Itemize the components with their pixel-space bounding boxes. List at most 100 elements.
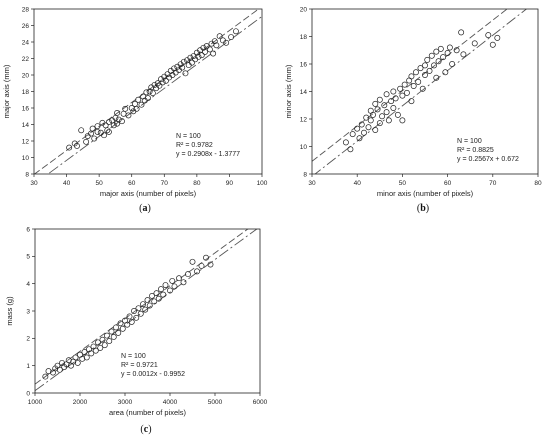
data-point xyxy=(94,128,101,135)
y-tick-label: 20 xyxy=(22,72,30,79)
data-point xyxy=(176,275,182,282)
data-point xyxy=(354,125,361,132)
data-point xyxy=(390,105,397,111)
x-tick-label: 60 xyxy=(128,180,136,187)
data-point xyxy=(162,282,169,288)
stats-line: y = 0.0012x - 0.9952 xyxy=(121,371,185,378)
data-point xyxy=(45,368,52,375)
data-point xyxy=(223,39,230,46)
data-point xyxy=(117,320,124,327)
data-point xyxy=(433,74,440,81)
data-point xyxy=(122,105,129,112)
data-point xyxy=(106,338,113,345)
stats-line: R² = 0.9782 xyxy=(176,142,213,149)
data-point xyxy=(372,127,379,133)
data-point xyxy=(216,33,223,40)
data-point xyxy=(408,73,415,80)
data-point xyxy=(137,310,144,317)
data-point xyxy=(120,110,127,117)
x-tick-label: 1000 xyxy=(28,399,43,406)
y-tick-label: 10 xyxy=(22,155,30,162)
y-tick-label: 2 xyxy=(26,336,30,343)
data-point xyxy=(138,101,145,108)
data-point xyxy=(144,297,151,304)
data-point xyxy=(347,146,354,153)
data-point xyxy=(66,144,73,151)
data-point xyxy=(365,124,372,131)
data-point xyxy=(397,85,404,92)
data-point xyxy=(105,128,112,135)
data-point xyxy=(385,117,392,124)
data-point xyxy=(390,88,397,95)
data-point xyxy=(135,96,142,103)
data-point xyxy=(104,332,110,339)
x-tick-label: 2000 xyxy=(73,399,88,406)
x-tick-label: 70 xyxy=(161,180,169,187)
data-point xyxy=(195,53,202,60)
x-tick-label: 6000 xyxy=(253,399,268,406)
data-point xyxy=(74,359,81,366)
data-point xyxy=(56,366,63,373)
data-point xyxy=(115,329,122,336)
data-point xyxy=(206,46,213,53)
x-tick-label: 50 xyxy=(96,180,104,187)
data-point xyxy=(194,268,200,275)
data-point xyxy=(383,109,390,116)
data-point xyxy=(203,254,209,261)
data-point xyxy=(349,131,356,138)
data-point xyxy=(494,34,501,41)
data-point xyxy=(202,48,208,55)
data-point xyxy=(88,350,95,357)
data-point xyxy=(133,314,140,321)
data-point xyxy=(210,50,217,57)
data-point xyxy=(189,258,196,265)
stats-line: N = 100 xyxy=(176,133,201,140)
data-point xyxy=(207,261,214,268)
stats-line: N = 100 xyxy=(121,353,146,360)
stats-line: R² = 0.8825 xyxy=(457,147,494,154)
y-tick-label: 0 xyxy=(26,390,30,397)
data-point xyxy=(114,120,121,127)
data-point xyxy=(372,100,379,107)
data-point xyxy=(379,113,386,120)
y-tick-label: 22 xyxy=(22,56,30,63)
data-point xyxy=(453,47,460,54)
panel-label: (c) xyxy=(140,424,151,435)
data-point xyxy=(78,127,85,134)
data-point xyxy=(149,293,155,299)
data-point xyxy=(83,354,90,361)
data-points xyxy=(42,254,214,380)
y-tick-label: 1 xyxy=(26,363,30,370)
y-tick-label: 26 xyxy=(22,23,30,30)
data-point xyxy=(342,139,349,146)
x-tick-label: 40 xyxy=(354,180,362,187)
data-point xyxy=(131,308,137,314)
data-point xyxy=(83,138,90,145)
data-point xyxy=(142,306,149,313)
data-point xyxy=(228,34,235,41)
data-point xyxy=(358,121,365,128)
data-point xyxy=(408,98,415,105)
panel-label: (b) xyxy=(417,203,429,214)
stats-line: N = 100 xyxy=(457,138,482,145)
data-point xyxy=(189,59,195,66)
data-point xyxy=(426,67,433,74)
data-point xyxy=(417,65,424,72)
y-tick-label: 24 xyxy=(22,39,30,46)
data-point xyxy=(361,129,367,136)
data-point xyxy=(146,302,153,309)
x-tick-label: 30 xyxy=(30,180,38,187)
data-point xyxy=(153,290,160,297)
data-point xyxy=(388,98,395,105)
y-tick-label: 18 xyxy=(300,34,308,41)
x-tick-label: 50 xyxy=(399,180,407,187)
data-point xyxy=(437,45,444,52)
data-point xyxy=(458,29,465,36)
y-tick-label: 16 xyxy=(300,61,308,68)
y-tick-label: 14 xyxy=(22,122,30,129)
panel-label: (a) xyxy=(139,203,151,214)
data-point xyxy=(367,117,374,124)
data-point xyxy=(182,70,189,77)
data-point xyxy=(65,357,72,364)
data-point xyxy=(422,62,428,69)
